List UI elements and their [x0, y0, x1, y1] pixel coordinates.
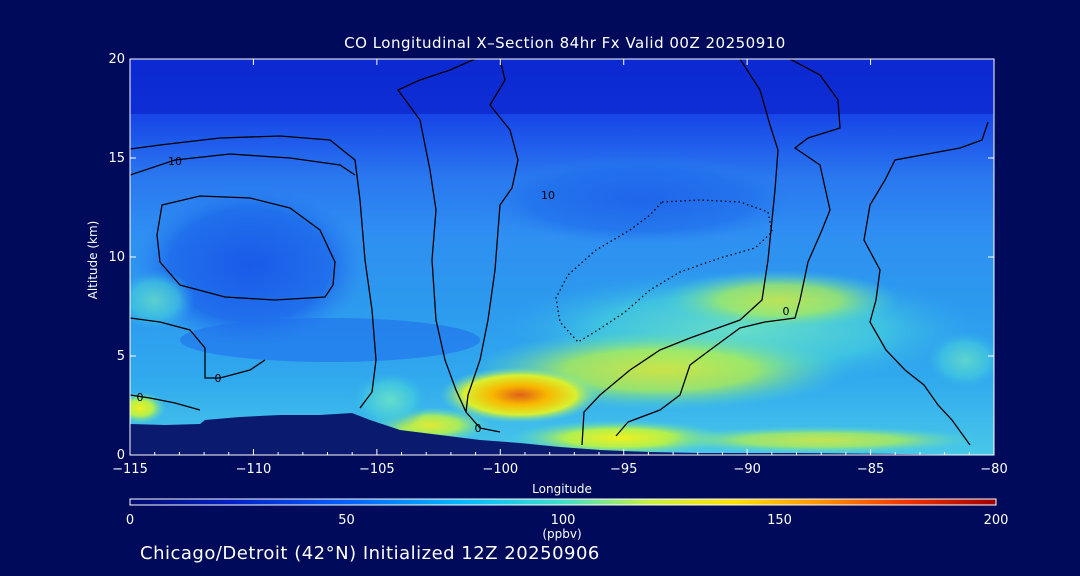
x-tick-label: −100	[482, 462, 518, 477]
contour-label: 10	[168, 155, 182, 168]
contour-lines	[130, 59, 989, 446]
dashed-contour	[555, 199, 773, 343]
terrain	[130, 413, 994, 455]
x-axis-label: Longitude	[532, 482, 592, 496]
colorbar-tick-label: 200	[984, 513, 1009, 528]
colorbar-unit-label: (ppbv)	[542, 527, 582, 541]
y-tick-label: 10	[108, 250, 125, 265]
axes: −115 −110 −105 −100 −95 −90 −85 −80 0 5 10 15 20	[108, 52, 1007, 477]
contour-label: 10	[541, 189, 555, 202]
x-tick-label: −95	[610, 462, 637, 477]
y-tick-label: 0	[117, 448, 125, 463]
colorbar-tick-label: 0	[126, 513, 134, 528]
colorbar	[129, 498, 997, 506]
x-tick-label: −105	[359, 462, 395, 477]
contour-label: 0	[215, 372, 222, 385]
x-tick-label: −115	[112, 462, 148, 477]
colorbar-tick-label: 100	[551, 513, 576, 528]
colorbar-tick-label: 50	[338, 513, 355, 528]
footer-caption: Chicago/Detroit (42°N) Initialized 12Z 2…	[140, 543, 600, 564]
y-axis-label: Altitude (km)	[86, 220, 100, 300]
y-tick-label: 20	[108, 52, 125, 67]
chart-title: CO Longitudinal X–Section 84hr Fx Valid …	[344, 34, 786, 52]
y-tick-label: 15	[108, 151, 125, 166]
contour-label: 0	[475, 422, 482, 435]
y-tick-label: 5	[117, 349, 125, 364]
x-tick-label: −110	[236, 462, 272, 477]
co-concentration-field	[130, 59, 994, 455]
contour-label: 0	[137, 391, 144, 404]
x-tick-label: −80	[980, 462, 1007, 477]
contour-label: 0	[783, 305, 790, 318]
x-tick-label: −85	[857, 462, 884, 477]
x-tick-label: −90	[733, 462, 760, 477]
colorbar-ticks: 0 50 100 150 200	[126, 513, 1009, 528]
colorbar-tick-label: 150	[767, 513, 792, 528]
